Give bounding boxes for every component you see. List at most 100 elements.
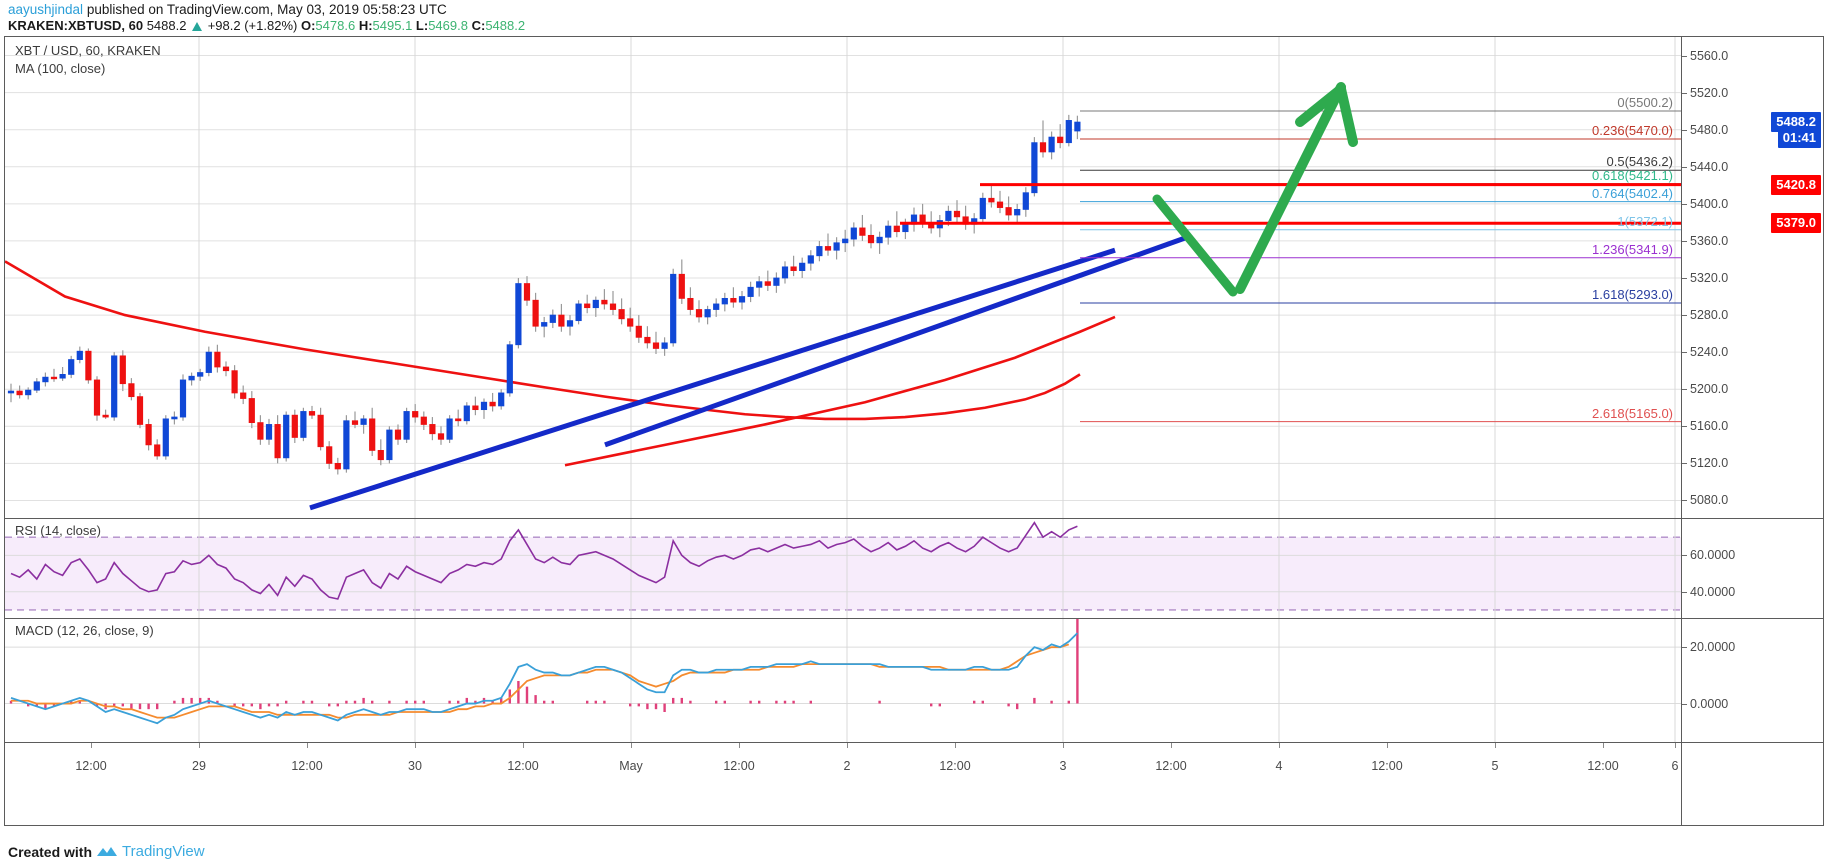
price-pane-title: XBT / USD, 60, KRAKEN [15, 43, 161, 58]
fib-level-label: 1.236(5341.9) [1592, 241, 1673, 257]
fib-level-label: 0.764(5402.4) [1592, 185, 1673, 201]
time-axis-label: 12:00 [939, 759, 971, 773]
tradingview-logo-icon [97, 846, 118, 856]
rsi-svg [5, 519, 1681, 618]
price-axis-tick: 5080.0 [1681, 493, 1729, 508]
time-axis-label: 12:00 [75, 759, 107, 773]
low-label: L: [415, 18, 429, 33]
time-axis-label: 12:00 [723, 759, 755, 773]
price-axis-tick: 5160.0 [1681, 419, 1729, 434]
time-axis-label: 12:00 [507, 759, 539, 773]
price-axis-tick: 5320.0 [1681, 271, 1729, 285]
fib-level-label: 1.618(5293.0) [1592, 287, 1673, 303]
time-axis-tick [1279, 743, 1280, 748]
time-axis-tick [523, 743, 524, 748]
price-axis-tick: 5240.0 [1681, 345, 1729, 360]
rsi-plot-area[interactable] [5, 519, 1681, 618]
time-axis-label: 6 [1671, 759, 1679, 773]
price-pane-subtitle: MA (100, close) [15, 61, 106, 76]
footer: Created with TradingView [8, 843, 205, 860]
close-value: 5488.2 [485, 18, 526, 33]
chart-header: aayushjindal published on TradingView.co… [0, 0, 1828, 33]
macd-pane[interactable]: MACD (12, 26, close, 9) 20.0000 0.0000 [5, 619, 1823, 743]
footer-created-label: Created with [8, 843, 93, 860]
price-plot-area[interactable] [5, 37, 1681, 518]
time-axis-corner [1681, 743, 1823, 825]
time-axis-label: 12:00 [1587, 759, 1619, 773]
time-axis-tick [955, 743, 956, 748]
time-axis-label: 4 [1275, 759, 1283, 773]
price-pane[interactable]: XBT / USD, 60, KRAKEN MA (100, close) 55… [5, 37, 1823, 519]
time-axis-label: 12:00 [1371, 759, 1403, 773]
countdown-tag: 01:41 [1777, 128, 1821, 149]
time-axis-tick [199, 743, 200, 748]
close-label: C: [471, 18, 486, 33]
price-change: +98.2 (+1.82%) [207, 18, 298, 33]
time-axis-label: May [619, 759, 643, 773]
fib-level-label: 1(5372.1) [1617, 213, 1673, 229]
footer-brand-label[interactable]: TradingView [122, 843, 205, 860]
time-axis-labels: 12:00 29 12:00 30 12:00 May 12:00 2 12:00 3 12:00 4… [5, 743, 1681, 825]
fib-level-label: 0.618(5421.1) [1592, 168, 1673, 184]
time-axis-tick [415, 743, 416, 748]
open-value: 5478.6 [315, 18, 356, 33]
price-axis-tick: 5120.0 [1681, 456, 1729, 471]
rsi-pane-title: RSI (14, close) [15, 523, 101, 538]
price-axis-tick: 5200.0 [1681, 382, 1729, 397]
time-axis-tick [631, 743, 632, 748]
support-tag: 5379.0 [1771, 213, 1821, 234]
fib-level-label: 0(5500.2) [1617, 94, 1673, 110]
time-axis-tick [1171, 743, 1172, 748]
price-axis-tick: 5480.0 [1681, 122, 1729, 137]
price-axis[interactable]: 5560.0 5520.0 5480.0 5440.0 5400.0 5360.0 5320… [1681, 37, 1823, 518]
macd-svg [5, 619, 1681, 742]
time-axis-tick [847, 743, 848, 748]
time-axis-tick [1603, 743, 1604, 748]
time-axis-tick [1495, 743, 1496, 748]
high-label: H: [358, 18, 373, 33]
publish-line: aayushjindal published on TradingView.co… [8, 2, 1828, 17]
quote-line: KRAKEN:XBTUSD, 60 5488.2 +98.2 (+1.82%) … [8, 18, 1828, 33]
open-label: O: [300, 18, 316, 33]
price-axis-tick: 5560.0 [1681, 48, 1729, 63]
time-axis-label: 3 [1059, 759, 1067, 773]
chart-frame[interactable]: XBT / USD, 60, KRAKEN MA (100, close) 55… [4, 36, 1824, 826]
time-axis-tick [1063, 743, 1064, 748]
last-price-tag: 5488.2 [1771, 112, 1821, 133]
fib-level-label: 2.618(5165.0) [1592, 405, 1673, 421]
macd-plot-area[interactable] [5, 619, 1681, 742]
rsi-axis[interactable]: 60.0000 40.0000 [1681, 519, 1823, 618]
rsi-axis-tick: 40.0000 [1681, 584, 1736, 599]
time-axis-pane[interactable]: 12:00 29 12:00 30 12:00 May 12:00 2 12:00 3 12:00 4… [5, 743, 1823, 825]
time-axis-label: 30 [408, 759, 422, 773]
time-axis-tick [91, 743, 92, 748]
time-axis-label: 29 [192, 759, 206, 773]
rsi-pane[interactable]: RSI (14, close) 60.0000 40.0000 [5, 519, 1823, 619]
price-axis-tick: 5440.0 [1681, 159, 1729, 174]
price-svg [5, 37, 1681, 518]
price-axis-tick: 5360.0 [1681, 233, 1729, 248]
time-axis-label: 12:00 [1155, 759, 1187, 773]
up-triangle-icon [192, 22, 203, 31]
fib-level-label: 0.5(5436.2) [1606, 154, 1674, 170]
fib-level-label: 0.236(5470.0) [1592, 122, 1673, 138]
time-axis-tick [1387, 743, 1388, 748]
macd-pane-title: MACD (12, 26, close, 9) [15, 623, 154, 638]
rsi-axis-tick: 60.0000 [1681, 548, 1736, 563]
time-axis-label: 12:00 [291, 759, 323, 773]
price-axis-tick: 5400.0 [1681, 196, 1729, 211]
macd-axis[interactable]: 20.0000 0.0000 [1681, 619, 1823, 742]
macd-axis-tick: 0.0000 [1681, 696, 1729, 711]
time-axis-label: 2 [843, 759, 851, 773]
last-price: 5488.2 [146, 18, 187, 33]
symbol-label[interactable]: KRAKEN:XBTUSD, 60 [8, 18, 144, 33]
time-axis-tick [1675, 743, 1676, 748]
time-axis-tick [307, 743, 308, 748]
time-axis-tick [739, 743, 740, 748]
author-link[interactable]: aayushjindal [8, 2, 84, 17]
price-axis-tick: 5520.0 [1681, 85, 1729, 100]
high-value: 5495.1 [372, 18, 413, 33]
macd-axis-tick: 20.0000 [1681, 640, 1736, 655]
resistance-tag: 5420.8 [1771, 174, 1821, 195]
